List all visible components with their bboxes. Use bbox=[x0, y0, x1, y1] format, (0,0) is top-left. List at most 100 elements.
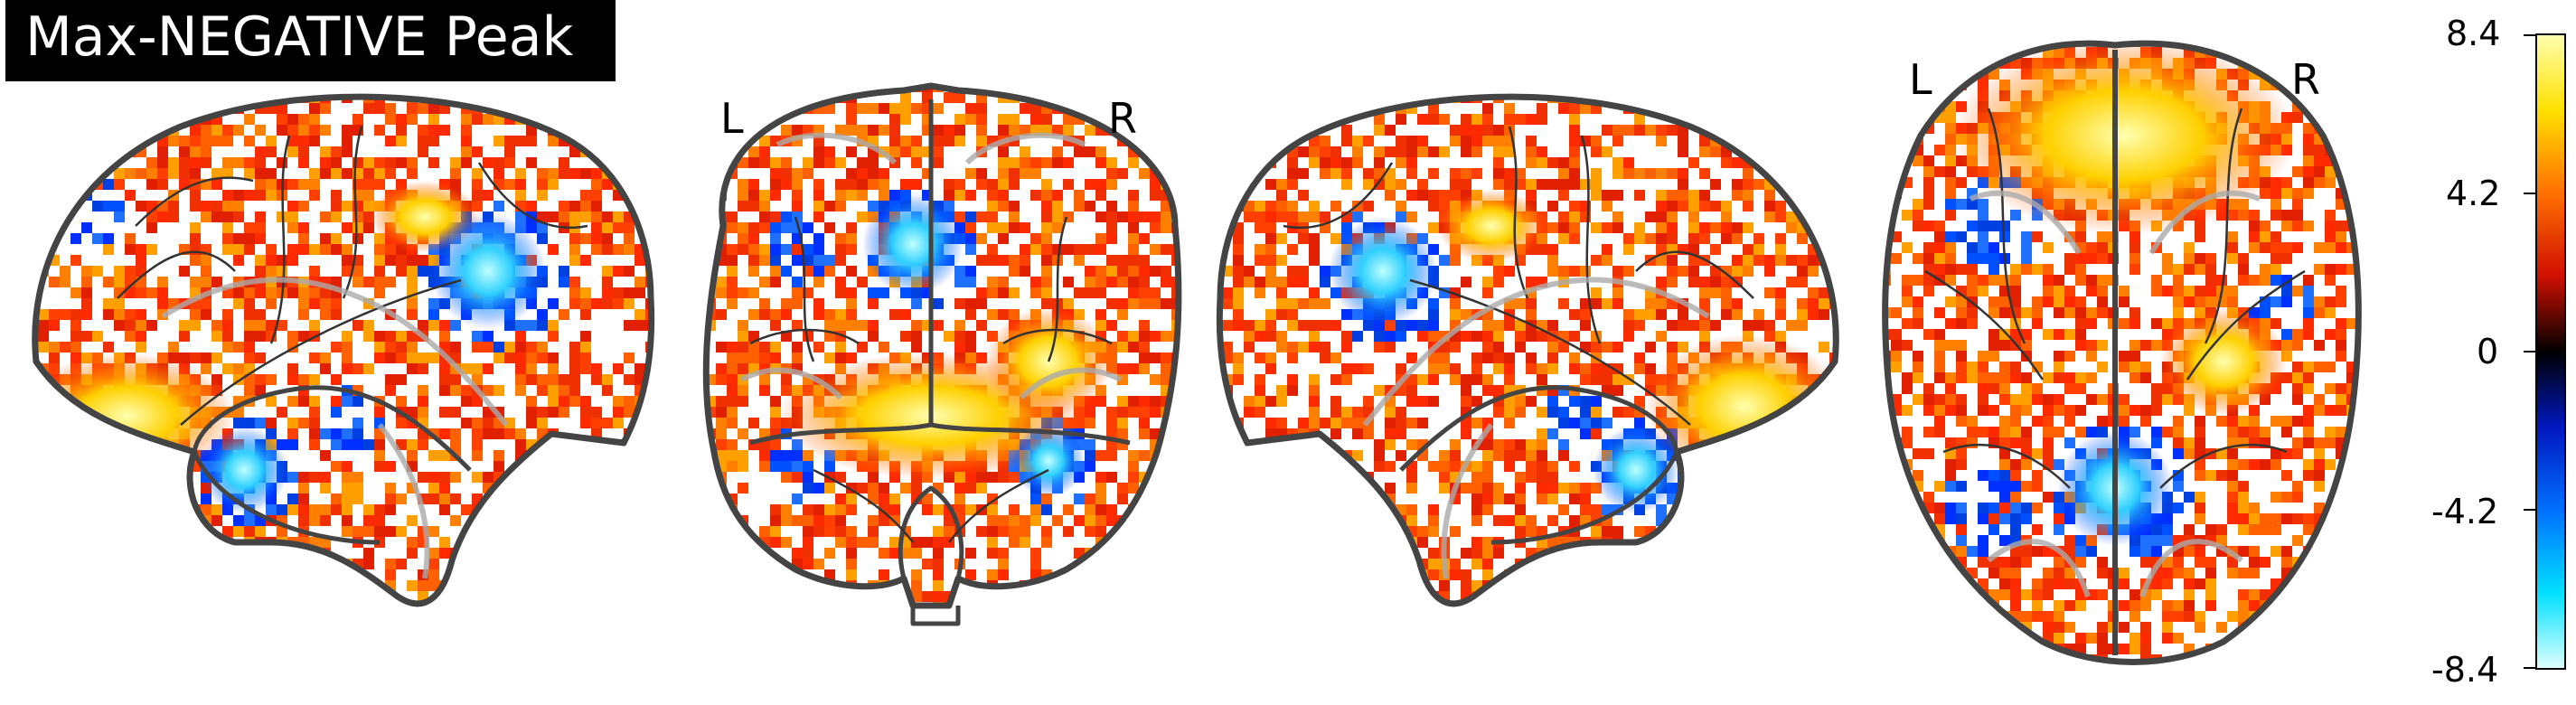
activation-voxel bbox=[1363, 136, 1374, 146]
activation-voxel bbox=[396, 157, 407, 168]
activation-voxel bbox=[320, 515, 331, 526]
activation-voxel bbox=[287, 287, 298, 298]
activation-voxel bbox=[1945, 155, 1956, 166]
activation-voxel bbox=[1786, 212, 1797, 222]
activation-voxel bbox=[1829, 580, 1837, 591]
activation-voxel bbox=[374, 287, 385, 298]
activation-voxel bbox=[613, 526, 624, 537]
activation-voxel bbox=[1139, 352, 1150, 363]
activation-voxel bbox=[331, 277, 342, 287]
activation-voxel bbox=[255, 331, 266, 342]
activation-voxel bbox=[1161, 266, 1171, 277]
activation-voxel bbox=[38, 331, 49, 342]
activation-voxel bbox=[624, 559, 635, 569]
activation-voxel bbox=[759, 277, 770, 287]
activation-voxel bbox=[1074, 287, 1085, 298]
activation-voxel bbox=[1406, 439, 1417, 450]
activation-voxel bbox=[49, 97, 60, 103]
activation-voxel bbox=[92, 569, 103, 580]
activation-voxel bbox=[1396, 157, 1406, 168]
activation-voxel bbox=[1461, 483, 1471, 494]
activation-voxel bbox=[1150, 179, 1161, 190]
activation-voxel bbox=[835, 201, 846, 212]
activation-voxel bbox=[374, 157, 385, 168]
activation-voxel bbox=[591, 179, 602, 190]
activation-voxel bbox=[1656, 97, 1667, 103]
activation-voxel bbox=[591, 515, 602, 526]
activation-voxel bbox=[1428, 461, 1439, 472]
activation-voxel bbox=[1743, 559, 1753, 569]
activation-voxel bbox=[1244, 461, 1255, 472]
activation-voxel bbox=[179, 81, 190, 92]
activation-voxel bbox=[1967, 264, 1978, 275]
activation-voxel bbox=[1945, 231, 1956, 242]
activation-voxel bbox=[1309, 559, 1320, 569]
activation-voxel bbox=[846, 352, 857, 363]
activation-voxel bbox=[385, 569, 396, 580]
activation-voxel bbox=[1645, 212, 1656, 222]
activation-voxel bbox=[1634, 233, 1645, 244]
activation-voxel bbox=[222, 602, 233, 604]
activation-voxel bbox=[1117, 591, 1128, 602]
activation-voxel bbox=[81, 103, 92, 114]
activation-voxel bbox=[136, 461, 146, 472]
activation-voxel bbox=[309, 580, 320, 591]
activation-voxel bbox=[1688, 222, 1699, 233]
activation-voxel bbox=[1612, 363, 1623, 374]
activation-voxel bbox=[1298, 559, 1309, 569]
activation-voxel bbox=[385, 342, 396, 352]
activation-voxel bbox=[1645, 342, 1656, 352]
activation-voxel bbox=[342, 168, 353, 179]
activation-voxel bbox=[1934, 503, 1945, 513]
activation-voxel bbox=[233, 157, 244, 168]
activation-voxel bbox=[911, 537, 922, 548]
activation-voxel bbox=[1150, 136, 1161, 146]
activation-voxel bbox=[759, 569, 770, 580]
activation-voxel bbox=[1786, 472, 1797, 483]
activation-voxel bbox=[1923, 611, 1934, 622]
activation-voxel bbox=[591, 461, 602, 472]
activation-voxel bbox=[706, 515, 716, 526]
activation-voxel bbox=[1009, 602, 1020, 606]
activation-voxel bbox=[49, 504, 60, 515]
activation-voxel bbox=[1699, 136, 1710, 146]
activation-voxel bbox=[1699, 298, 1710, 309]
activation-voxel bbox=[526, 342, 537, 352]
activation-voxel bbox=[879, 613, 889, 624]
activation-voxel bbox=[998, 168, 1009, 179]
activation-voxel bbox=[1764, 201, 1775, 212]
activation-voxel bbox=[835, 233, 846, 244]
activation-voxel bbox=[255, 602, 266, 604]
activation-voxel bbox=[125, 233, 136, 244]
activation-voxel bbox=[624, 613, 635, 624]
activation-voxel bbox=[976, 483, 987, 494]
activation-voxel bbox=[439, 450, 450, 461]
activation-voxel bbox=[1182, 363, 1193, 374]
activation-voxel bbox=[759, 157, 770, 168]
activation-voxel bbox=[748, 602, 759, 606]
activation-voxel bbox=[1732, 103, 1743, 114]
activation-voxel bbox=[1095, 483, 1106, 494]
activation-voxel bbox=[244, 222, 255, 233]
activation-voxel bbox=[472, 548, 483, 559]
activation-voxel bbox=[320, 559, 331, 569]
activation-voxel bbox=[1558, 418, 1569, 428]
activation-voxel bbox=[1956, 362, 1967, 372]
activation-voxel bbox=[38, 591, 49, 602]
activation-voxel bbox=[987, 613, 998, 624]
activation-voxel bbox=[34, 548, 38, 559]
activation-voxel bbox=[157, 494, 168, 504]
activation-voxel bbox=[320, 352, 331, 363]
activation-voxel bbox=[716, 526, 727, 537]
activation-voxel bbox=[580, 537, 591, 548]
activation-voxel bbox=[1276, 125, 1287, 136]
activation-voxel bbox=[537, 548, 548, 559]
activation-voxel bbox=[1482, 483, 1493, 494]
activation-voxel bbox=[385, 136, 396, 146]
activation-voxel bbox=[1526, 396, 1537, 407]
activation-voxel bbox=[342, 146, 353, 157]
activation-voxel bbox=[635, 569, 645, 580]
activation-voxel bbox=[1139, 591, 1150, 602]
activation-voxel bbox=[1219, 374, 1222, 385]
activation-voxel bbox=[889, 591, 900, 602]
